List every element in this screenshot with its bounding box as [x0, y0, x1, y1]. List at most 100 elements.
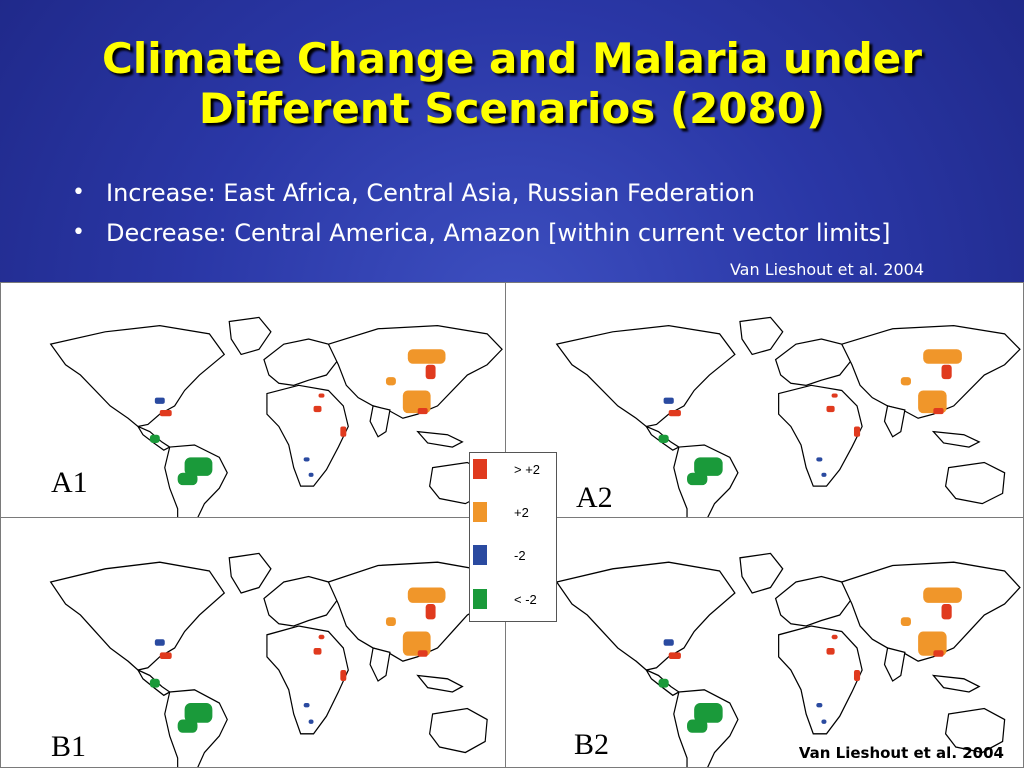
- risk-patch: [826, 648, 835, 655]
- land-outline: [931, 430, 981, 448]
- legend-label: -2: [514, 548, 526, 563]
- bullet-text: Increase: East Africa, Central Asia, Rus…: [106, 179, 755, 207]
- land-outline: [555, 325, 736, 428]
- risk-patch: [941, 604, 952, 620]
- panel-label: A2: [576, 481, 613, 514]
- land-outline: [266, 384, 349, 487]
- risk-patch: [933, 407, 944, 415]
- risk-patch: [303, 703, 310, 708]
- continents: [49, 316, 503, 517]
- risk-patch: [941, 364, 952, 380]
- bullet-dot-icon: •: [72, 180, 85, 205]
- risk-patch: [853, 426, 861, 437]
- risk-patch: [417, 407, 428, 415]
- land-outline: [778, 384, 863, 487]
- land-outline: [555, 561, 736, 671]
- legend-swatch: [473, 589, 487, 609]
- risk-patch: [933, 650, 944, 657]
- map-panel-b2: B2: [505, 517, 1024, 768]
- panel-label: A1: [51, 466, 88, 499]
- land-outline: [228, 316, 272, 356]
- legend-item: > +2: [470, 459, 558, 483]
- risk-patch: [821, 719, 827, 724]
- risk-patch: [177, 719, 198, 733]
- risk-patch: [918, 390, 947, 414]
- risk-patch: [159, 652, 172, 659]
- land-outline: [228, 552, 272, 594]
- risk-patch: [425, 604, 436, 620]
- risk-patch: [923, 349, 962, 364]
- risk-patch: [318, 634, 325, 640]
- risk-patch: [816, 703, 823, 708]
- land-outline: [840, 561, 1021, 662]
- risk-patch: [159, 410, 172, 417]
- citation-bottom: Van Lieshout et al. 2004: [798, 744, 1004, 762]
- risk-patch: [821, 472, 827, 477]
- map-panel-a1: A1: [0, 282, 506, 518]
- land-outline: [883, 405, 906, 438]
- world-map: [49, 552, 503, 767]
- panel-label: B2: [574, 728, 610, 761]
- land-outline: [266, 625, 349, 735]
- legend-label: > +2: [514, 462, 541, 477]
- slide-title: Climate Change and Malaria under Differe…: [0, 34, 1024, 134]
- risk-patch: [918, 631, 947, 656]
- risk-patch: [831, 393, 838, 398]
- risk-patch: [385, 377, 396, 386]
- land-outline: [416, 430, 464, 448]
- risk-patch: [417, 650, 428, 657]
- land-outline: [263, 338, 340, 386]
- risk-patch: [687, 719, 708, 733]
- title-line-2: Different Scenarios (2080): [198, 84, 826, 133]
- risk-patch: [923, 587, 962, 603]
- legend: > +2 +2 -2 < -2: [469, 452, 557, 622]
- panel-label: B1: [51, 730, 87, 763]
- risk-patch: [694, 703, 723, 723]
- risk-patch: [303, 457, 310, 462]
- land-outline: [931, 674, 981, 693]
- risk-patch: [154, 639, 165, 646]
- risk-patch: [313, 648, 322, 655]
- map-panel-a2: A2: [505, 282, 1024, 518]
- risk-patch: [663, 397, 674, 404]
- land-outline: [369, 405, 391, 438]
- land-outline: [778, 625, 863, 735]
- risk-patch: [658, 434, 669, 443]
- land-outline: [428, 707, 488, 754]
- risk-patch: [149, 678, 160, 688]
- world-map: [555, 552, 1021, 767]
- land-outline: [327, 325, 503, 419]
- map-panel-b1: B1: [0, 517, 506, 768]
- risk-patch: [154, 397, 165, 404]
- risk-patch: [340, 670, 347, 681]
- legend-swatch: [473, 502, 487, 522]
- risk-patch: [816, 457, 823, 462]
- risk-patch: [668, 652, 681, 659]
- land-outline: [263, 575, 340, 627]
- land-outline: [944, 707, 1006, 754]
- legend-label: < -2: [514, 592, 537, 607]
- bullet-text: Decrease: Central America, Amazon [withi…: [106, 219, 891, 247]
- land-outline: [416, 674, 464, 693]
- risk-patch: [385, 617, 396, 626]
- citation-top: Van Lieshout et al. 2004: [729, 260, 924, 279]
- risk-patch: [826, 405, 835, 413]
- land-outline: [739, 552, 784, 594]
- continents: [49, 552, 503, 767]
- risk-patch: [687, 472, 708, 486]
- risk-patch: [184, 457, 213, 476]
- risk-patch: [831, 634, 838, 640]
- land-outline: [944, 461, 1006, 505]
- risk-patch: [407, 349, 446, 364]
- risk-patch: [402, 390, 431, 414]
- title-line-1: Climate Change and Malaria under: [102, 34, 922, 83]
- risk-patch: [407, 587, 446, 603]
- bullet-item: • Increase: East Africa, Central Asia, R…: [72, 178, 932, 208]
- land-outline: [774, 338, 853, 386]
- legend-swatch: [473, 545, 487, 565]
- land-outline: [774, 575, 853, 627]
- risk-patch: [694, 457, 723, 476]
- bullet-list: • Increase: East Africa, Central Asia, R…: [72, 178, 932, 258]
- land-outline: [840, 325, 1021, 419]
- land-outline: [739, 316, 784, 356]
